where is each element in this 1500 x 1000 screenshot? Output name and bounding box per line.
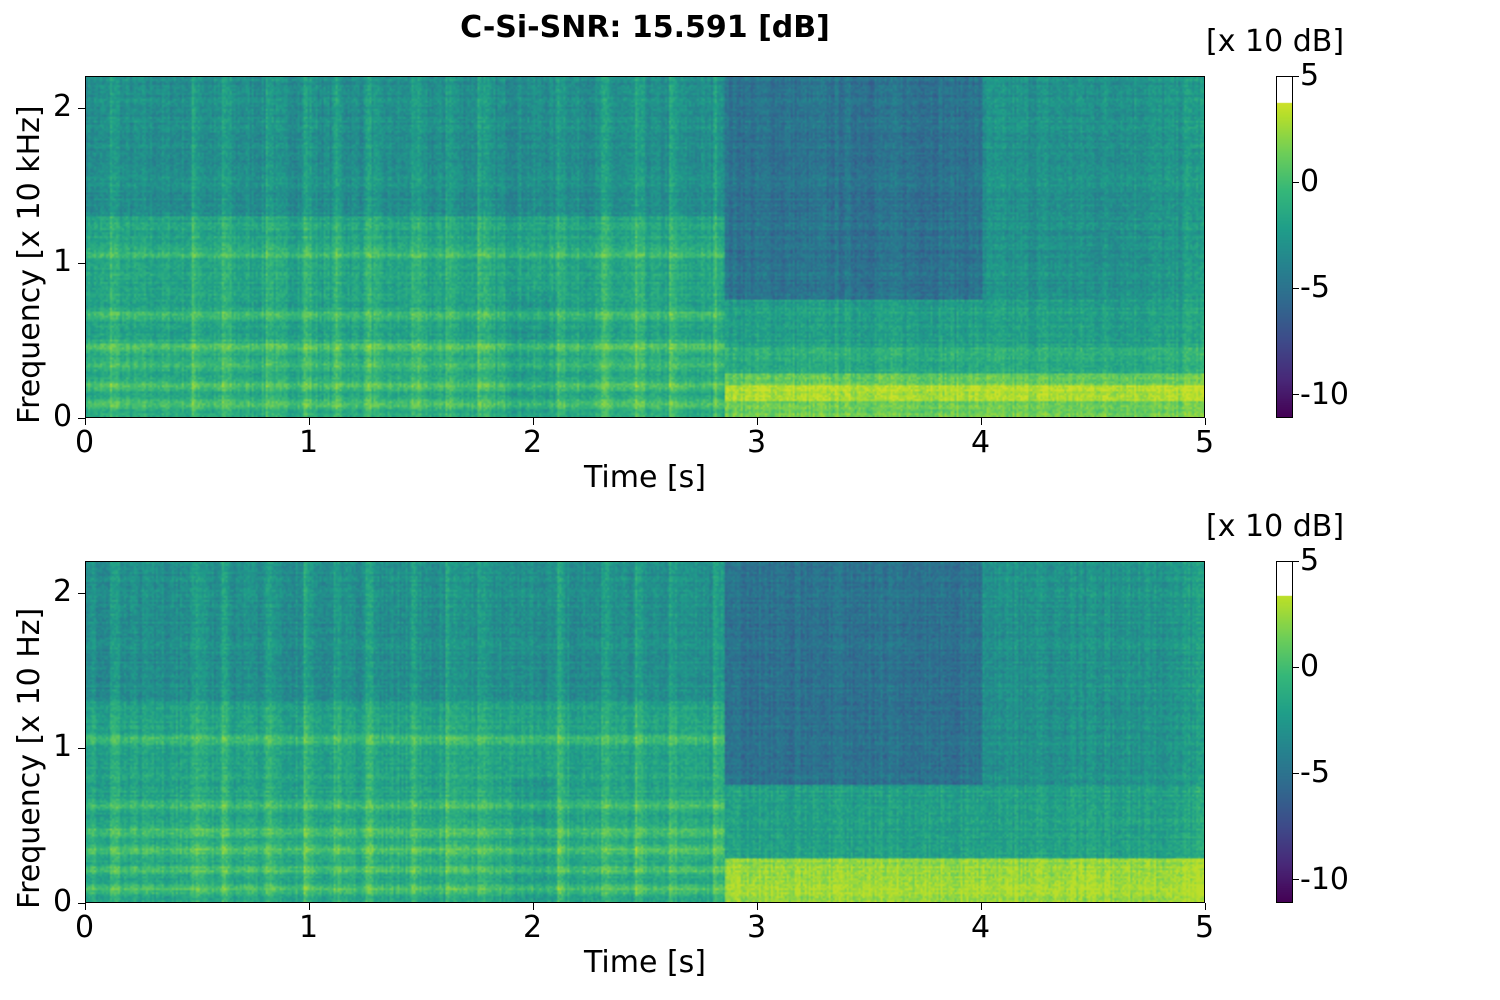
colorbar-tick-mark xyxy=(1292,394,1299,396)
x-tick-mark xyxy=(980,418,982,425)
y-tick-mark xyxy=(78,417,85,419)
colorbar-tick-label: -10 xyxy=(1300,861,1349,897)
x-tick-label: 2 xyxy=(523,910,543,945)
x-axis-label: Time [s] xyxy=(584,460,706,495)
x-tick-mark xyxy=(1204,418,1206,425)
colorbar-tick-mark xyxy=(1292,75,1299,77)
x-tick-label: 4 xyxy=(971,910,991,945)
x-tick-mark xyxy=(756,418,758,425)
y-axis-label: Frequency [x 10 kHz] xyxy=(12,105,47,424)
x-tick-mark xyxy=(308,903,310,910)
y-tick-label: 2 xyxy=(53,89,73,124)
y-tick-mark xyxy=(78,902,85,904)
y-tick-mark xyxy=(78,262,85,264)
figure-title: C-Si-SNR: 15.591 [dB] xyxy=(460,10,830,45)
colorbar-tick-label: -5 xyxy=(1300,755,1330,791)
x-tick-mark xyxy=(308,418,310,425)
y-tick-label: 0 xyxy=(53,884,73,919)
x-tick-label: 2 xyxy=(523,425,543,460)
x-tick-mark xyxy=(756,903,758,910)
x-tick-label: 1 xyxy=(299,425,319,460)
x-tick-mark xyxy=(84,903,86,910)
spectrogram-image-2 xyxy=(86,562,1204,902)
colorbar-tick-mark xyxy=(1292,287,1299,289)
colorbar-tick-label: -10 xyxy=(1300,376,1349,412)
x-tick-mark xyxy=(84,418,86,425)
colorbar-tick-mark xyxy=(1292,879,1299,881)
x-tick-label: 1 xyxy=(299,910,319,945)
colorbar-tick-mark xyxy=(1292,666,1299,668)
colorbar-tick-label: -5 xyxy=(1300,270,1330,306)
colorbar-label: [x 10 dB] xyxy=(1206,509,1345,544)
y-axis-label: Frequency [x 10 Hz] xyxy=(12,607,47,909)
y-tick-label: 1 xyxy=(53,729,73,764)
colorbar-gradient xyxy=(1277,562,1292,902)
x-tick-mark xyxy=(980,903,982,910)
x-tick-label: 0 xyxy=(75,910,95,945)
x-tick-label: 3 xyxy=(747,425,767,460)
y-tick-label: 1 xyxy=(53,244,73,279)
colorbar-tick-label: 0 xyxy=(1300,164,1320,200)
y-tick-label: 2 xyxy=(53,574,73,609)
spectrogram-axes-2 xyxy=(85,561,1205,903)
y-tick-label: 0 xyxy=(53,399,73,434)
colorbar-1 xyxy=(1276,76,1293,418)
x-tick-mark xyxy=(532,903,534,910)
y-tick-mark xyxy=(78,747,85,749)
y-tick-mark xyxy=(78,592,85,594)
colorbar-gradient xyxy=(1277,77,1292,417)
colorbar-tick-label: 5 xyxy=(1300,543,1320,578)
y-tick-mark xyxy=(78,107,85,109)
colorbar-tick-label: 0 xyxy=(1300,649,1320,685)
colorbar-tick-label: 5 xyxy=(1300,58,1320,93)
colorbar-label: [x 10 dB] xyxy=(1206,24,1345,59)
colorbar-tick-mark xyxy=(1292,181,1299,183)
x-axis-label: Time [s] xyxy=(584,945,706,980)
x-tick-label: 4 xyxy=(971,425,991,460)
x-tick-label: 5 xyxy=(1195,910,1215,945)
colorbar-tick-mark xyxy=(1292,560,1299,562)
spectrogram-image-1 xyxy=(86,77,1204,417)
colorbar-2 xyxy=(1276,561,1293,903)
x-tick-mark xyxy=(532,418,534,425)
colorbar-tick-mark xyxy=(1292,772,1299,774)
x-tick-label: 0 xyxy=(75,425,95,460)
spectrogram-axes-1 xyxy=(85,76,1205,418)
x-tick-label: 5 xyxy=(1195,425,1215,460)
x-tick-label: 3 xyxy=(747,910,767,945)
x-tick-mark xyxy=(1204,903,1206,910)
